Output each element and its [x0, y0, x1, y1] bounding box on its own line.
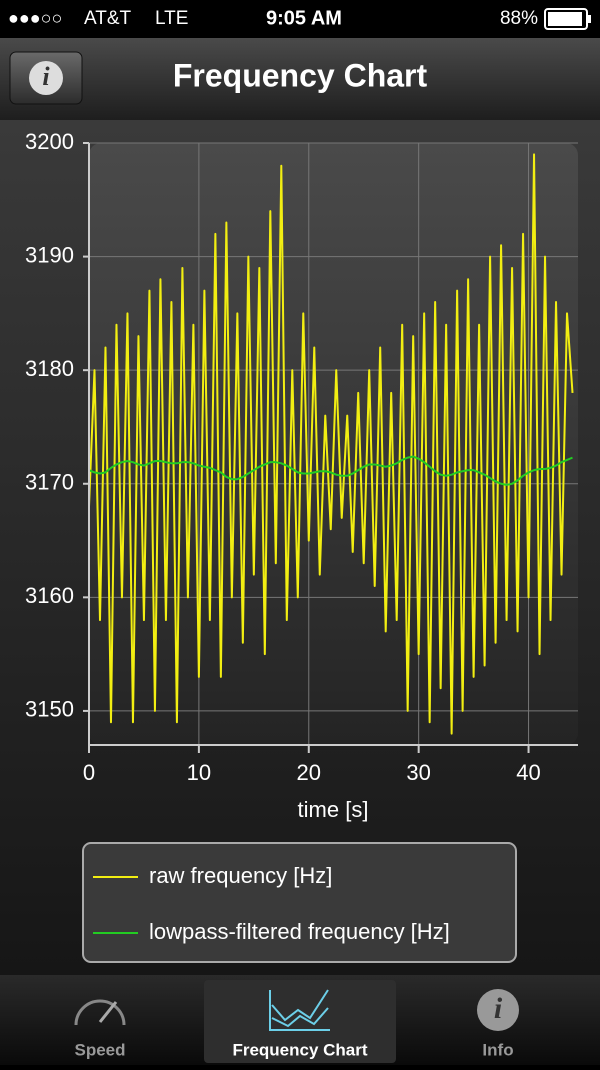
clock: 9:05 AM [266, 7, 342, 29]
y-tick-label: 3190 [25, 242, 74, 267]
info-icon [29, 61, 63, 95]
y-tick-label: 3180 [25, 356, 74, 381]
y-tick-label: 3160 [25, 583, 74, 608]
legend-label: raw frequency [Hz] [149, 863, 332, 888]
legend-entries: raw frequency [Hz] lowpass-filtered frequ… [93, 863, 450, 944]
x-tick-label: 40 [516, 760, 540, 785]
tabs: Speed Frequency Chart Info [74, 980, 514, 1063]
tab-label[interactable]: Frequency Chart [232, 1040, 367, 1059]
battery-fill [548, 12, 582, 26]
nav-bar [0, 38, 600, 120]
chart-icon-line2 [271, 1007, 329, 1028]
y-tick-label: 3200 [25, 129, 74, 154]
battery-icon [544, 8, 588, 30]
x-tick-label: 10 [187, 760, 211, 785]
tab-highlight[interactable] [204, 980, 396, 1063]
x-tick-label: 30 [406, 760, 430, 785]
network: LTE [155, 8, 188, 29]
battery-level: 88% [500, 8, 538, 29]
info-tab-icon [477, 989, 519, 1031]
x-tick-label: 0 [83, 760, 95, 785]
info-glyph: i [42, 62, 50, 91]
gauge-arc [74, 999, 126, 1026]
lines [88, 153, 574, 735]
speed-icon [74, 999, 126, 1026]
battery-tip [588, 15, 591, 23]
carrier: AT&T [84, 8, 132, 29]
y-tick-label: 3150 [25, 697, 74, 722]
chart-icon-line1 [271, 989, 329, 1022]
legend-label: lowpass-filtered frequency [Hz] [149, 919, 450, 944]
tab-label[interactable]: Info [482, 1040, 513, 1059]
x-axis-title: time [s] [298, 797, 369, 822]
x-tick-label: 20 [297, 760, 321, 785]
legend [82, 842, 517, 963]
series-line [88, 153, 574, 735]
chart-icon-axes [269, 990, 330, 1031]
status-bar [0, 0, 600, 38]
series-line [88, 455, 573, 486]
info-tab-glyph: i [494, 992, 503, 1025]
y-tick-label: 3170 [25, 470, 74, 495]
tab-label[interactable]: Speed [74, 1040, 125, 1059]
gauge-needle [98, 1001, 118, 1023]
nav-title: Frequency Chart [173, 57, 428, 93]
chart-icon [269, 989, 330, 1031]
signal: ●●●○○ [8, 8, 62, 28]
